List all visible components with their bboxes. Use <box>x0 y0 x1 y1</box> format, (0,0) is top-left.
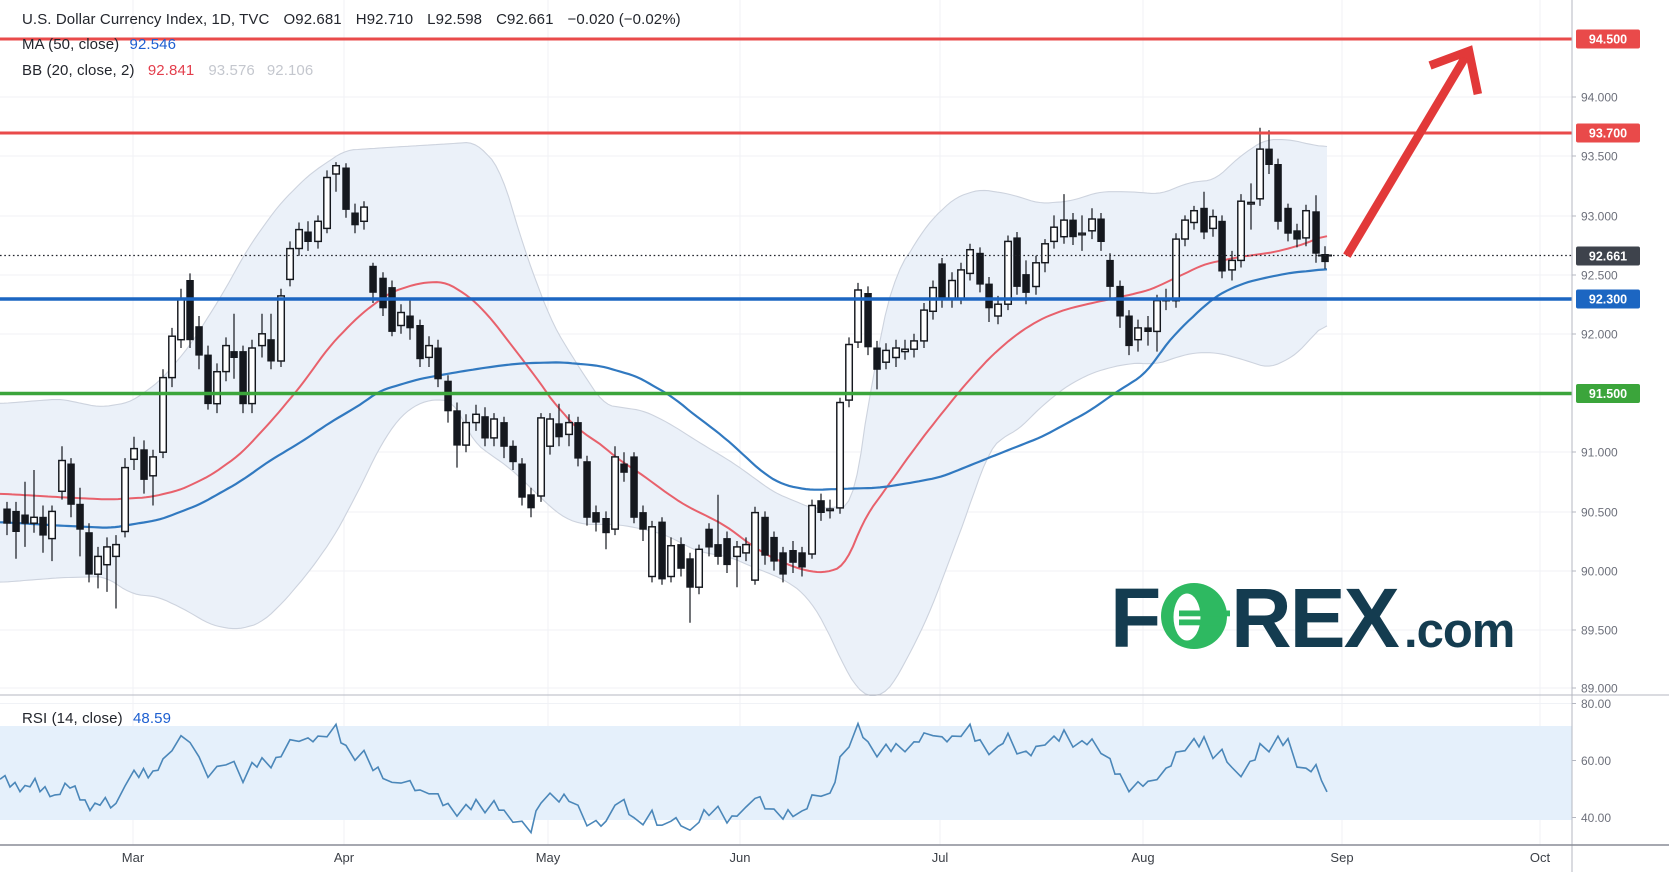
svg-text:REX: REX <box>1231 571 1400 665</box>
svg-text:Mar: Mar <box>122 850 145 865</box>
svg-text:May: May <box>536 850 561 865</box>
svg-text:93.000: 93.000 <box>1581 210 1618 224</box>
svg-text:89.000: 89.000 <box>1581 682 1618 696</box>
svg-text:Apr: Apr <box>334 850 355 865</box>
svg-text:92.300: 92.300 <box>1589 293 1627 307</box>
svg-text:Jun: Jun <box>730 850 751 865</box>
svg-text:89.500: 89.500 <box>1581 624 1618 638</box>
svg-text:40.00: 40.00 <box>1581 811 1611 825</box>
svg-text:91.500: 91.500 <box>1589 387 1627 401</box>
svg-text:92.661: 92.661 <box>1589 250 1627 264</box>
svg-text:Jul: Jul <box>932 850 949 865</box>
svg-text:90.000: 90.000 <box>1581 565 1618 579</box>
svg-text:92.000: 92.000 <box>1581 328 1618 342</box>
svg-text:60.00: 60.00 <box>1581 754 1611 768</box>
svg-text:93.700: 93.700 <box>1589 127 1627 141</box>
svg-text:80.00: 80.00 <box>1581 697 1611 711</box>
svg-text:90.500: 90.500 <box>1581 506 1618 520</box>
svg-text:93.500: 93.500 <box>1581 150 1618 164</box>
svg-text:Sep: Sep <box>1330 850 1353 865</box>
svg-text:Oct: Oct <box>1530 850 1551 865</box>
svg-text:F: F <box>1110 571 1159 665</box>
svg-text:MA (50, close) 92.546: MA (50, close) 92.546 <box>22 36 176 53</box>
svg-text:91.000: 91.000 <box>1581 446 1618 460</box>
svg-text:RSI (14, close) 48.59: RSI (14, close) 48.59 <box>22 710 171 727</box>
svg-text:92.500: 92.500 <box>1581 269 1618 283</box>
svg-text:Aug: Aug <box>1131 850 1154 865</box>
svg-text:.com: .com <box>1404 604 1514 658</box>
svg-text:94.500: 94.500 <box>1589 33 1627 47</box>
svg-text:94.000: 94.000 <box>1581 91 1618 105</box>
